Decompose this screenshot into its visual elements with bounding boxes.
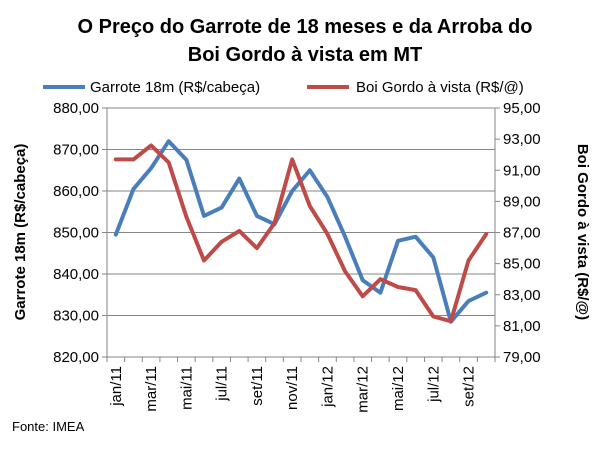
right-tick-label: 81,00 [503, 318, 541, 335]
left-tick-label: 820,00 [53, 349, 99, 366]
right-tick-label: 85,00 [503, 256, 541, 273]
x-tick-label: jan/12 [319, 366, 336, 408]
x-tick-label: mai/11 [178, 366, 195, 410]
right-axis-ticks: 79,00 81,00 83,00 85,00 87,00 89,00 91,00 93,00… [495, 100, 541, 366]
left-tick-label: 840,00 [53, 266, 99, 283]
legend: Garrote 18m (R$/cabeça) Boi Gordo à vist… [43, 79, 524, 96]
x-tick-label: mar/11 [143, 366, 160, 412]
right-tick-label: 79,00 [503, 349, 541, 366]
right-tick-label: 93,00 [503, 131, 541, 148]
x-tick-label: set/12 [461, 366, 478, 407]
source-note: Fonte: IMEA [12, 419, 85, 434]
right-tick-label: 89,00 [503, 193, 541, 210]
series-line-boi-gordo [113, 143, 489, 324]
legend-label-boi-gordo: Boi Gordo à vista (R$/@) [356, 79, 524, 96]
left-tick-label: 850,00 [53, 225, 99, 242]
right-axis-title: Boi Gordo à vista (R$/@) [574, 144, 591, 320]
x-tick-label: jul/11 [214, 366, 231, 402]
x-tick-label: jul/12 [425, 366, 442, 403]
x-tick-label: nov/11 [284, 366, 301, 410]
x-tick-label: mar/12 [355, 366, 372, 413]
x-tick-label: mai/12 [390, 366, 407, 411]
chart-title-line-1: O Preço do Garrote de 18 meses e da Arro… [78, 16, 533, 38]
right-tick-label: 83,00 [503, 287, 541, 304]
left-tick-label: 860,00 [53, 183, 99, 200]
legend-label-garrote: Garrote 18m (R$/cabeça) [90, 79, 260, 96]
left-tick-label: 870,00 [53, 142, 99, 159]
x-axis-ticks: jan/11 mar/11 mai/11 jul/11 set/11 nov/11 jan/… [106, 357, 496, 413]
x-tick-label: set/11 [249, 366, 266, 406]
left-axis-title: Garrote 18m (R$/cabeça) [12, 144, 29, 321]
right-tick-label: 87,00 [503, 225, 541, 242]
left-tick-label: 830,00 [53, 308, 99, 325]
series-layer [113, 139, 489, 324]
right-tick-label: 95,00 [503, 100, 541, 117]
chart-title-line-2: Boi Gordo à vista em MT [188, 44, 422, 66]
right-tick-label: 91,00 [503, 162, 541, 179]
left-axis-ticks: 820,00 830,00 840,00 850,00 860,00 870,00 880,… [53, 100, 107, 366]
left-tick-label: 880,00 [53, 100, 99, 117]
x-tick-label: jan/11 [108, 366, 125, 407]
